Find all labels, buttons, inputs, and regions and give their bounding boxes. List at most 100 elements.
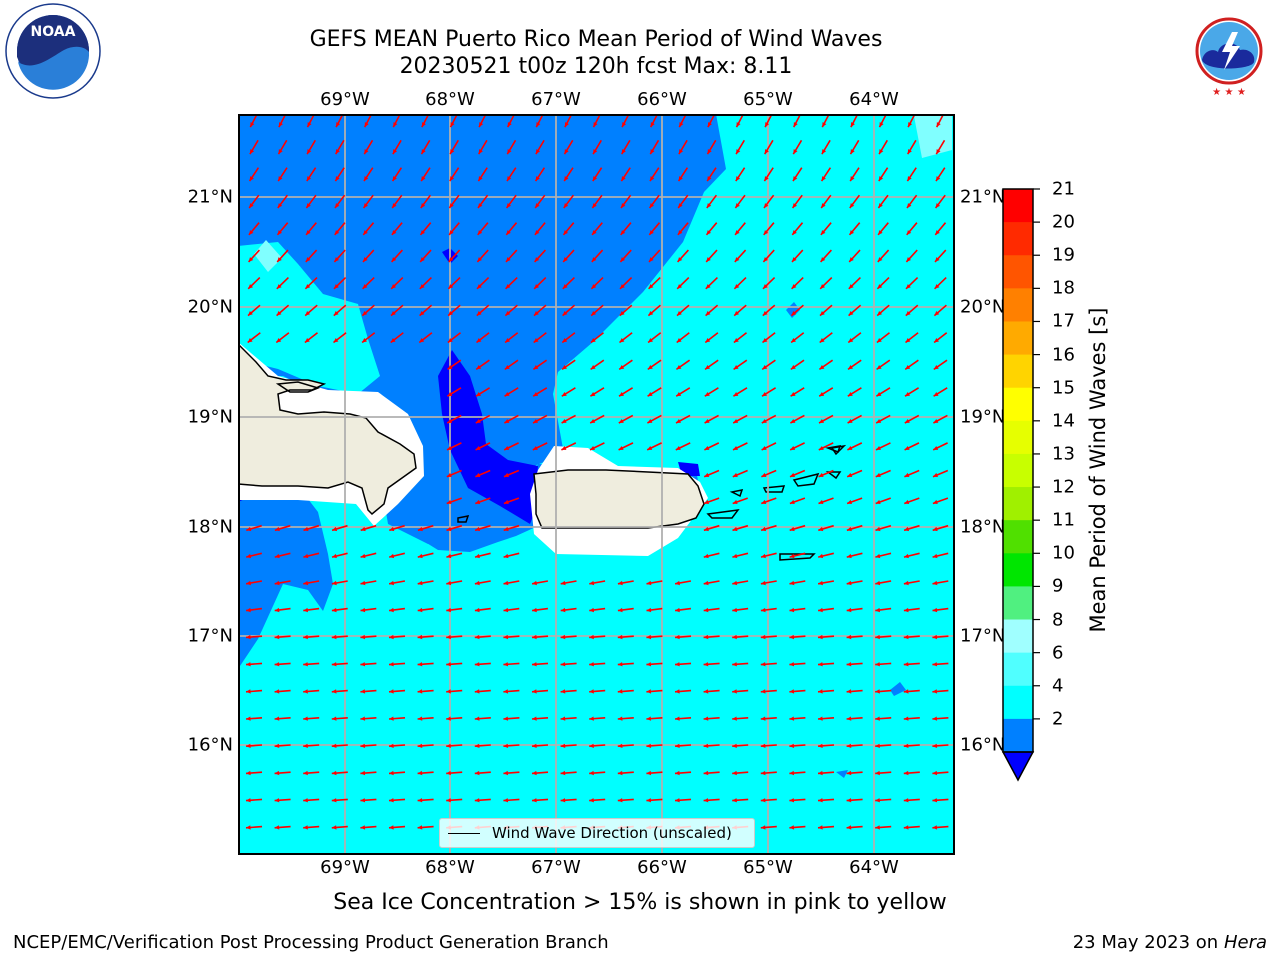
wind-arrow-head	[503, 607, 509, 613]
wind-arrow-head	[789, 743, 795, 748]
wind-arrow-head	[389, 662, 394, 667]
wind-arrow-head	[476, 365, 482, 370]
wind-arrow-head	[446, 743, 451, 748]
wind-arrow-head	[476, 338, 482, 343]
wind-arrow-head	[250, 122, 255, 128]
legend-line-icon	[448, 832, 480, 834]
svg-text:NOAA: NOAA	[31, 24, 76, 40]
wind-arrow-head	[676, 392, 682, 397]
wind-arrow-head	[764, 149, 769, 155]
wind-arrow-head	[677, 284, 682, 289]
wind-arrow-head	[762, 311, 768, 316]
wind-arrow-head	[307, 122, 312, 128]
wind-arrow-head	[933, 419, 939, 423]
wind-arrow-head	[875, 634, 880, 640]
wind-arrow-head	[417, 716, 423, 721]
wind-arrow-head	[818, 580, 823, 586]
wind-arrow-head	[846, 770, 852, 776]
wind-arrow-head	[564, 149, 569, 155]
wind-arrow-head	[335, 149, 340, 155]
wind-arrow-head	[447, 365, 453, 370]
wind-arrow-head	[503, 553, 509, 559]
wind-arrow-head	[904, 446, 910, 450]
wind-arrow-head	[421, 176, 426, 182]
wind-arrow-head	[274, 798, 280, 803]
wind-arrow-head	[360, 716, 366, 721]
wind-arrow-head	[532, 446, 538, 450]
wind-arrow-head	[903, 825, 909, 830]
wind-arrow-head	[819, 365, 825, 370]
wind-arrow-head	[390, 338, 396, 343]
wind-arrow-head	[475, 419, 481, 423]
wind-arrow-head	[246, 553, 252, 559]
wind-arrow-head	[933, 446, 939, 450]
wind-arrow-head	[735, 176, 741, 182]
wind-arrow-head	[331, 743, 337, 748]
wind-arrow-head	[646, 580, 652, 586]
wind-arrow-head	[417, 743, 423, 748]
wind-arrow-head	[818, 446, 824, 450]
wind-arrow-head	[562, 338, 568, 343]
wind-arrow-head	[478, 176, 483, 182]
wind-arrow-head	[933, 472, 938, 477]
lat-label-left: 19°N	[187, 406, 233, 428]
wind-arrow-head	[360, 689, 366, 694]
colorbar-swatch	[1003, 453, 1033, 488]
wind-arrow-head	[848, 338, 854, 343]
wind-arrow-head	[932, 607, 938, 613]
wind-arrow-head	[763, 284, 768, 289]
colorbar-tick-label: 4	[1052, 675, 1064, 697]
wind-arrow-head	[792, 230, 797, 235]
wind-arrow-head	[846, 825, 852, 830]
wind-arrow-head	[619, 365, 625, 370]
wind-arrow-head	[560, 580, 566, 586]
wind-arrow-head	[303, 825, 308, 830]
wind-arrow-head	[791, 338, 796, 343]
wind-arrow-head	[875, 553, 881, 559]
wind-arrow-head	[790, 446, 796, 450]
wind-arrow-head	[789, 798, 795, 803]
wind-arrow-head	[475, 553, 480, 559]
wind-arrow-head	[476, 311, 482, 316]
wind-arrow-head	[906, 230, 912, 235]
wind-arrow-head	[903, 662, 909, 667]
wind-arrow-head	[560, 662, 566, 667]
wind-arrow-head	[331, 662, 337, 667]
wind-arrow-head	[332, 526, 338, 532]
wind-arrow-head	[903, 634, 909, 640]
wind-arrow-head	[792, 257, 797, 262]
wind-arrow-head	[534, 284, 539, 289]
wind-arrow-head	[363, 203, 368, 208]
wind-arrow-head	[417, 634, 423, 640]
wind-arrow-head	[560, 634, 566, 640]
graticule	[238, 114, 955, 855]
wind-arrow-head	[249, 149, 255, 155]
wind-arrow-head	[476, 392, 481, 397]
wind-arrow-head	[648, 284, 654, 289]
wind-arrow-head	[592, 203, 597, 208]
chart-title: GEFS MEAN Puerto Rico Mean Period of Win…	[309, 27, 883, 52]
wind-arrow-head	[303, 526, 309, 532]
wind-arrow-head	[932, 553, 938, 559]
wind-arrow-head	[450, 122, 455, 128]
wind-arrow-head	[903, 580, 909, 586]
wind-arrow-head	[303, 798, 308, 803]
wind-arrow-head	[732, 770, 737, 776]
wind-arrow-head	[446, 607, 451, 613]
wind-arrow-head	[561, 446, 567, 450]
wind-arrow-head	[846, 526, 852, 532]
lon-label-top: 65°W	[743, 89, 793, 110]
wind-arrow-head	[503, 580, 509, 586]
wind-arrow-head	[675, 770, 680, 776]
wind-wave-arrows	[245, 114, 949, 830]
wind-arrow-head	[821, 203, 826, 208]
wind-arrow-head	[563, 230, 568, 235]
wind-arrow-head	[331, 580, 337, 586]
wind-arrow-head	[905, 338, 911, 343]
wind-arrow-head	[820, 257, 826, 262]
wind-arrow-head	[620, 230, 626, 235]
colorbar-swatch	[1003, 520, 1033, 554]
wind-arrow-head	[474, 580, 480, 586]
wind-arrow-head	[360, 798, 366, 803]
wind-arrow-head	[904, 553, 909, 559]
